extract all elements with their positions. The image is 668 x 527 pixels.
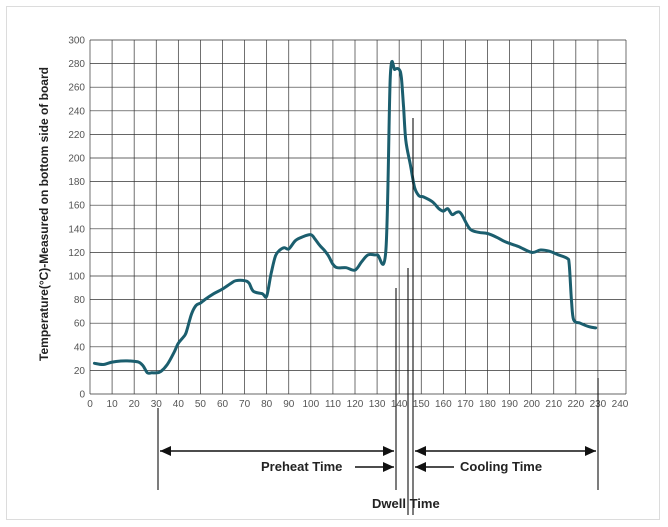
x-tick-label: 100 <box>302 399 319 410</box>
temperature-series-line <box>92 59 598 375</box>
x-tick-label: 110 <box>325 399 341 410</box>
arrow-head-left <box>415 462 426 472</box>
x-tick-label: 120 <box>347 399 364 410</box>
x-tick-label: 140 <box>391 399 408 410</box>
x-tick-label: 160 <box>435 399 452 410</box>
x-tick-label: 40 <box>173 399 185 410</box>
y-tick-label: 300 <box>68 36 85 47</box>
x-tick-label: 30 <box>151 399 163 410</box>
x-tick-label: 50 <box>195 399 207 410</box>
arrow-head-right <box>585 446 596 456</box>
y-tick-label: 200 <box>68 154 85 165</box>
y-tick-labels: 0 20 40 60 80 100 120 140 160 180 200 220 240 260 280 3… <box>68 36 85 401</box>
y-tick-label: 160 <box>68 201 85 212</box>
grid <box>89 39 627 395</box>
y-tick-label: 140 <box>68 224 85 235</box>
arrow-head-left <box>415 446 426 456</box>
x-tick-label: 200 <box>523 399 540 410</box>
y-tick-label: 80 <box>74 295 86 306</box>
arrow-head-right <box>383 446 394 456</box>
x-tick-label: 130 <box>369 399 386 410</box>
x-tick-label: 90 <box>283 399 295 410</box>
x-tick-label: 210 <box>545 399 562 410</box>
x-tick-label: 60 <box>217 399 229 410</box>
y-axis-label: Temperature(°C)-Measured on bottom side … <box>37 67 51 361</box>
y-tick-label: 260 <box>68 83 85 94</box>
x-tick-label: 170 <box>457 399 474 410</box>
x-tick-label: 10 <box>107 399 119 410</box>
dwell-time-label: Dwell Time <box>372 496 440 511</box>
y-tick-label: 20 <box>74 366 86 377</box>
x-tick-label: 0 <box>87 399 93 410</box>
cooling-time-label: Cooling Time <box>460 459 542 474</box>
x-tick-label: 150 <box>413 399 430 410</box>
x-tick-label: 70 <box>239 399 251 410</box>
y-tick-label: 120 <box>68 248 85 259</box>
y-tick-label: 280 <box>68 59 85 70</box>
y-tick-label: 100 <box>68 272 85 283</box>
y-tick-label: 220 <box>68 130 85 141</box>
x-tick-label: 190 <box>501 399 518 410</box>
y-tick-label: 40 <box>74 342 86 353</box>
preheat-time-label: Preheat Time <box>261 459 342 474</box>
arrow-head-right <box>383 462 394 472</box>
time-phase-annotations <box>157 118 599 515</box>
y-tick-label: 180 <box>68 177 85 188</box>
y-tick-label: 60 <box>74 319 86 330</box>
y-tick-label: 240 <box>68 106 85 117</box>
x-tick-label: 20 <box>129 399 141 410</box>
arrow-head-left <box>160 446 171 456</box>
x-tick-label: 220 <box>567 399 584 410</box>
x-tick-labels: 0 10 20 30 40 50 60 70 80 90 100 110 120 130 140 150 160… <box>87 399 629 410</box>
x-tick-label: 80 <box>261 399 273 410</box>
y-tick-label: 0 <box>79 390 85 401</box>
x-tick-label: 240 <box>612 399 629 410</box>
x-tick-label: 180 <box>479 399 496 410</box>
